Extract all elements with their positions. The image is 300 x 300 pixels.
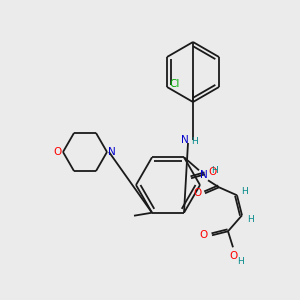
Text: O: O bbox=[229, 251, 237, 261]
Text: H: H bbox=[238, 257, 244, 266]
Text: O: O bbox=[54, 147, 62, 157]
Text: N: N bbox=[200, 170, 208, 180]
Text: O: O bbox=[200, 230, 208, 240]
Text: N: N bbox=[181, 135, 189, 145]
Text: O: O bbox=[193, 188, 201, 198]
Text: H: H bbox=[211, 166, 218, 175]
Text: H: H bbox=[192, 136, 198, 146]
Text: Cl: Cl bbox=[170, 79, 180, 89]
Text: H: H bbox=[242, 187, 248, 196]
Text: H: H bbox=[247, 215, 254, 224]
Text: N: N bbox=[108, 147, 116, 157]
Text: O: O bbox=[208, 167, 217, 177]
